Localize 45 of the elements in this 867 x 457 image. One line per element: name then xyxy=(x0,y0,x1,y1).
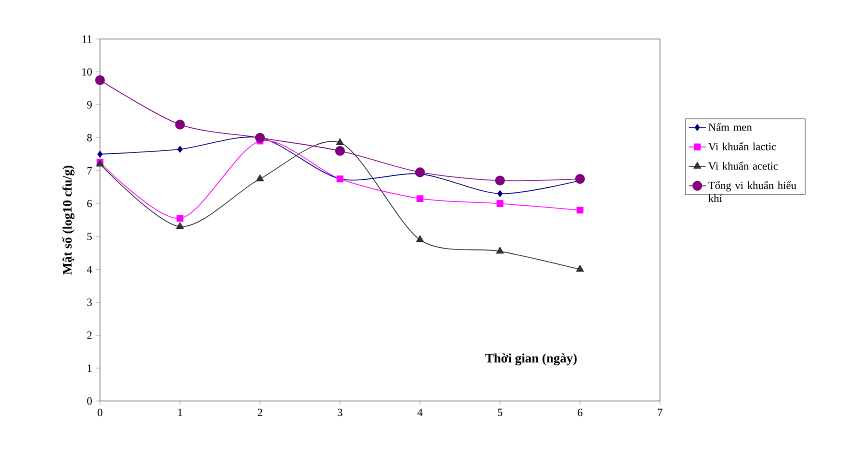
y-tick-label: 2 xyxy=(87,332,92,339)
x-tick-label: 0 xyxy=(98,408,102,416)
point xyxy=(575,174,585,184)
y-tick-label: 10 xyxy=(82,68,92,76)
point xyxy=(176,222,184,229)
x-axis-title: Thời gian (ngày) xyxy=(485,353,577,366)
point xyxy=(415,167,425,178)
point xyxy=(576,206,584,214)
y-axis-title: Mật số (log10 cfu/g) xyxy=(62,166,74,275)
x-tick-label: 3 xyxy=(338,408,342,416)
point xyxy=(175,120,185,130)
point xyxy=(495,176,505,186)
point xyxy=(496,200,504,207)
y-tick-label: 6 xyxy=(87,200,92,208)
y-tick-label: 1 xyxy=(88,364,92,372)
x-tick-label: 7 xyxy=(658,408,662,416)
legend-label: Nấm men xyxy=(708,122,752,131)
y-tick-label: 4 xyxy=(86,266,92,273)
point xyxy=(177,146,183,153)
x-tick-label: 6 xyxy=(578,408,582,416)
point xyxy=(576,264,584,272)
point xyxy=(496,246,504,254)
x-tick-label: 4 xyxy=(417,408,423,416)
legend-label: Vi khuẩn lactic xyxy=(708,142,776,150)
y-tick-label: 0 xyxy=(87,397,92,405)
y-tick-label: 3 xyxy=(87,298,92,306)
y-tick-label: 8 xyxy=(87,134,92,142)
legend-label: Tổng vi khuẩn hiếu khí xyxy=(708,181,796,202)
x-tick-label: 1 xyxy=(178,408,182,416)
point xyxy=(335,146,345,156)
point xyxy=(416,235,424,242)
y-tick-label: 9 xyxy=(87,101,92,108)
y-tick-label: 7 xyxy=(87,167,92,174)
x-tick-label: 5 xyxy=(498,408,502,416)
point xyxy=(97,150,103,158)
point xyxy=(497,190,503,198)
y-tick-label: 5 xyxy=(87,232,92,240)
point xyxy=(95,75,105,86)
x-tick-label: 2 xyxy=(258,408,262,416)
y-tick-label: 11 xyxy=(82,35,92,43)
point xyxy=(176,214,184,222)
point xyxy=(336,138,344,146)
legend-label: Vi khuẩn acetic xyxy=(708,162,778,170)
point xyxy=(416,195,424,202)
point xyxy=(256,174,264,182)
